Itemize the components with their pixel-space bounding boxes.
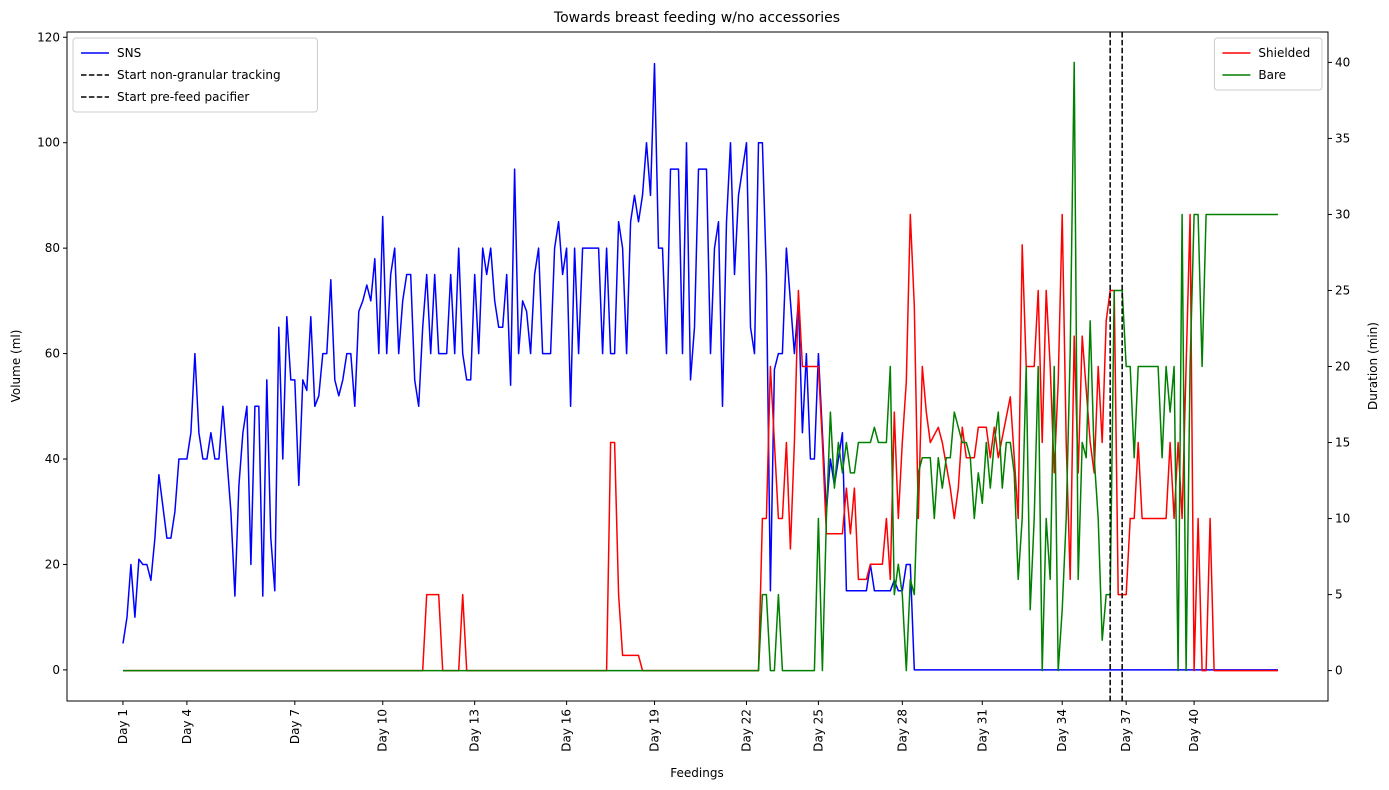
y2-tick-label: 25 — [1335, 283, 1350, 297]
y2-tick-label: 15 — [1335, 436, 1350, 450]
data-line — [123, 61, 1278, 672]
legend-label: Bare — [1258, 68, 1286, 82]
y2-tick-label: 35 — [1335, 131, 1350, 145]
x-tick-label: Day 40 — [1187, 709, 1201, 752]
legend-label: Start non-granular tracking — [117, 68, 281, 82]
x-tick-label: Day 37 — [1119, 709, 1133, 752]
x-tick-label: Day 22 — [739, 709, 753, 752]
y-tick-label: 60 — [45, 347, 60, 361]
legend: Shielded Bare — [1213, 37, 1323, 91]
y2-tick-label: 20 — [1335, 360, 1350, 374]
y-tick-label: 80 — [45, 241, 60, 255]
legend-label: SNS — [117, 46, 141, 60]
legend-label: Shielded — [1258, 46, 1310, 60]
x-tick-label: Day 25 — [811, 709, 825, 752]
data-line — [123, 213, 1278, 672]
y-tick-label: 120 — [37, 30, 60, 44]
legend-box — [1213, 37, 1323, 91]
y2-tick-label: 30 — [1335, 207, 1350, 221]
x-tick-label: Day 4 — [180, 709, 194, 744]
legend: SNS Start non-granular tracking Start pre-… — [72, 37, 318, 113]
x-tick-label: Day 10 — [376, 709, 390, 752]
y-tick-label: 20 — [45, 557, 60, 571]
plot-frame — [66, 31, 1329, 702]
x-tick-label: Day 1 — [116, 709, 130, 744]
legend-box — [72, 37, 318, 113]
y2-axis-label: Duration (min) — [1366, 322, 1380, 410]
x-tick-label: Day 19 — [648, 709, 662, 752]
y-tick-label: 0 — [52, 663, 60, 677]
legend-label: Start pre-feed pacifier — [117, 90, 249, 104]
x-tick-label: Day 7 — [288, 709, 302, 744]
y2-tick-label: 5 — [1335, 588, 1343, 602]
x-tick-label: Day 31 — [975, 709, 989, 752]
x-tick-label: Day 34 — [1055, 709, 1069, 752]
x-tick-label: Day 13 — [468, 709, 482, 752]
x-axis-label: Feedings — [670, 766, 723, 780]
y-axis-label: Volume (ml) — [9, 330, 23, 403]
x-tick-label: Day 28 — [895, 709, 909, 752]
y-tick-label: 100 — [37, 136, 60, 150]
y-tick-label: 40 — [45, 452, 60, 466]
chart-title: Towards breast feeding w/no accessories — [553, 10, 840, 26]
y2-tick-label: 10 — [1335, 512, 1350, 526]
y2-tick-label: 0 — [1335, 664, 1343, 678]
y2-tick-label: 40 — [1335, 55, 1350, 69]
x-tick-label: Day 16 — [560, 709, 574, 752]
